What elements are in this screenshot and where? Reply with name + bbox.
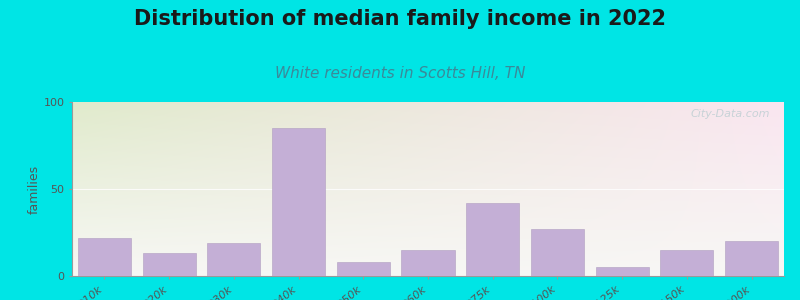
Text: Distribution of median family income in 2022: Distribution of median family income in … — [134, 9, 666, 29]
Text: City-Data.com: City-Data.com — [690, 109, 770, 119]
Bar — [272, 128, 325, 276]
Bar — [142, 254, 196, 276]
Bar — [207, 243, 260, 276]
Bar — [337, 262, 390, 276]
Bar — [466, 203, 519, 276]
Bar — [531, 229, 584, 276]
Y-axis label: families: families — [27, 164, 41, 214]
Text: White residents in Scotts Hill, TN: White residents in Scotts Hill, TN — [275, 66, 525, 81]
Bar — [725, 241, 778, 276]
Bar — [660, 250, 714, 276]
Bar — [596, 267, 649, 276]
Bar — [78, 238, 131, 276]
Bar — [402, 250, 454, 276]
